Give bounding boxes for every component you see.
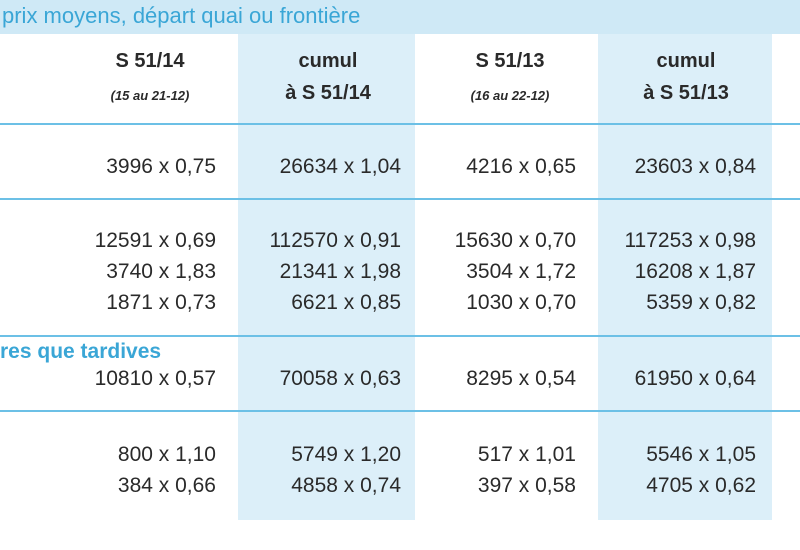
cell: 70058 x 0,63	[279, 367, 401, 390]
divider	[0, 410, 800, 412]
column-header: S 51/14	[115, 50, 185, 72]
cell: 12591 x 0,69	[94, 229, 216, 252]
cell: 5749 x 1,20	[291, 443, 401, 466]
cell: 10810 x 0,57	[94, 367, 216, 390]
cell: 3740 x 1,83	[106, 260, 216, 283]
cell: 1030 x 0,70	[466, 291, 576, 314]
cell: 3504 x 1,72	[466, 260, 576, 283]
group-label: res que tardives	[0, 340, 162, 363]
cell: 3996 x 0,75	[106, 155, 216, 178]
cell: 21341 x 1,98	[279, 260, 401, 283]
cell: 16208 x 1,87	[634, 260, 756, 283]
cell: 4705 x 0,62	[646, 474, 756, 497]
cell: 61950 x 0,64	[634, 367, 756, 390]
cell: 112570 x 0,91	[269, 229, 401, 252]
column-subheader: (16 au 22-12)	[470, 88, 550, 103]
cell: 117253 x 0,98	[624, 229, 756, 252]
divider	[0, 123, 800, 125]
column-header: S 51/13	[475, 50, 545, 72]
cell: 4216 x 0,65	[466, 155, 576, 178]
cell: 6621 x 0,85	[291, 291, 401, 314]
column-subheader: (15 au 21-12)	[110, 88, 190, 103]
column-subheader: à S 51/14	[285, 82, 371, 104]
column-subheader: à S 51/13	[643, 82, 729, 104]
cell: 4858 x 0,74	[291, 474, 401, 497]
title-band	[0, 0, 800, 34]
cell: 397 x 0,58	[477, 474, 576, 497]
cell: 26634 x 1,04	[279, 155, 401, 178]
column-shade	[598, 34, 772, 520]
cell: 8295 x 0,54	[466, 367, 576, 390]
column-header: cumul	[656, 50, 716, 72]
column-shade	[238, 34, 415, 520]
divider	[0, 335, 800, 337]
cell: 517 x 1,01	[477, 443, 576, 466]
cell: 800 x 1,10	[117, 443, 216, 466]
cell: 15630 x 0,70	[454, 229, 576, 252]
cell: 384 x 0,66	[117, 474, 216, 497]
title: prix moyens, départ quai ou frontière	[2, 3, 361, 28]
cell: 5359 x 0,82	[646, 291, 756, 314]
divider	[0, 198, 800, 200]
cell: 23603 x 0,84	[634, 155, 756, 178]
cell: 1871 x 0,73	[106, 291, 216, 314]
cell: 5546 x 1,05	[646, 443, 756, 466]
column-header: cumul	[298, 50, 358, 72]
